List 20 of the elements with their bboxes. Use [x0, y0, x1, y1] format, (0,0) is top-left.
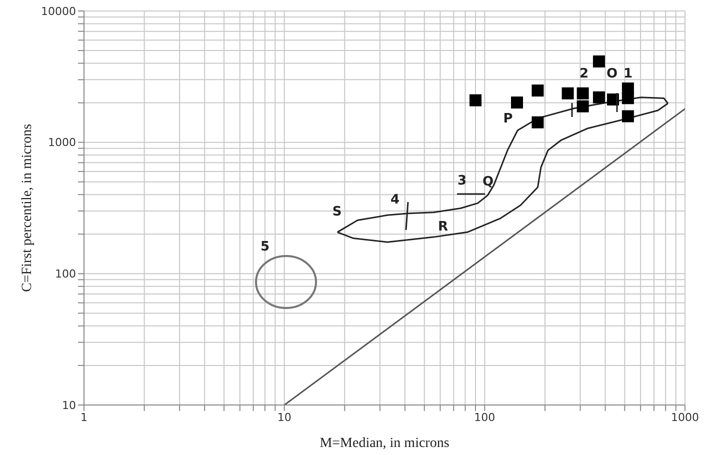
- annotation: S: [332, 204, 342, 220]
- y-tick-label: 10: [62, 398, 76, 412]
- annotation: 1: [623, 66, 633, 82]
- y-axis-title: C=First percentile, in microns: [20, 124, 35, 292]
- x-tick-label: 100: [474, 410, 496, 424]
- annotation: 2: [579, 66, 589, 82]
- annotation: 4: [390, 192, 400, 208]
- annotation: R: [438, 220, 448, 234]
- annotation: P: [503, 112, 513, 126]
- x-tick-label: 1: [80, 410, 88, 424]
- annotation: 3: [457, 174, 467, 188]
- x-tick-label: 1000: [671, 410, 699, 424]
- annotation: O: [606, 66, 618, 82]
- y-tick-label: 1000: [48, 136, 76, 150]
- y-tick-label: 100: [55, 268, 76, 281]
- x-tick-label: 10: [277, 410, 292, 424]
- annotation: Q: [482, 174, 494, 190]
- annotation: 5: [260, 240, 270, 254]
- y-tick-label: 10000: [41, 4, 76, 18]
- x-axis-title: M=Median, in microns: [320, 436, 450, 451]
